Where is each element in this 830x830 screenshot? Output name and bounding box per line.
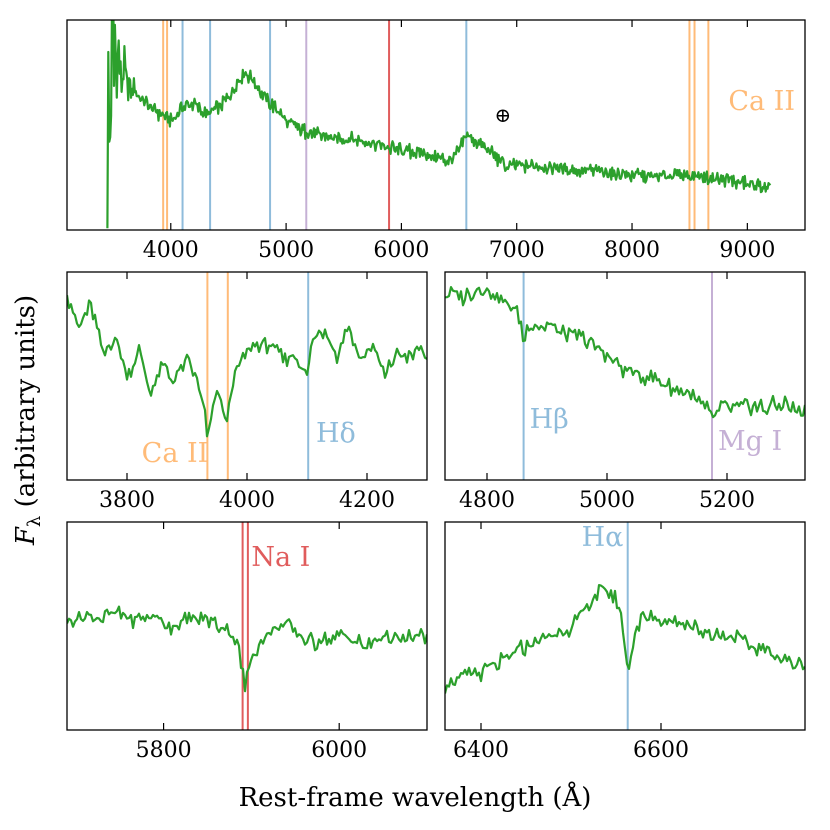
panel-content <box>67 522 427 730</box>
panel-frame <box>66 271 428 481</box>
line-label-ca-ii: Ca II <box>728 86 795 117</box>
x-tick-label: 5000 <box>258 238 314 263</box>
x-tick-label: 4800 <box>459 488 515 513</box>
x-tick-label: 8000 <box>604 238 660 263</box>
x-tick-label: 4200 <box>339 488 395 513</box>
panel-h-beta-mg-i: 4800 5000 5200 Hβ Mg I <box>444 271 806 513</box>
line-label-hα: Hα <box>582 522 624 553</box>
panel-content <box>445 522 805 730</box>
x-tick-label: 6600 <box>633 738 689 763</box>
x-tick-label: 6000 <box>373 238 429 263</box>
x-tick-label: 6000 <box>311 738 367 763</box>
spectrum-curve <box>445 286 805 419</box>
y-axis-label: Fλ (arbitrary units) <box>11 295 45 546</box>
panel-frame <box>444 521 806 731</box>
panel-ca-ii-h-delta: 3800 4000 4200 Ca II Hδ <box>66 271 428 513</box>
x-tick-label: 5000 <box>579 488 635 513</box>
line-label-mg-i: Mg I <box>718 426 782 457</box>
panel-content <box>106 20 772 230</box>
y-axis-symbol: F <box>11 526 41 546</box>
panel-frame <box>444 271 806 481</box>
telluric-symbol: ⊕ <box>494 103 511 127</box>
line-label-hβ: Hβ <box>530 404 569 435</box>
y-axis-subscript: λ <box>24 516 45 527</box>
panel-frame <box>66 521 428 731</box>
x-tick-label: 4000 <box>219 488 275 513</box>
y-axis-units: (arbitrary units) <box>11 295 41 516</box>
panels-group: 4000 5000 6000 7000 8000 9000 Ca II ⊕ 3800 4000 42… <box>66 19 806 763</box>
spectrum-curve <box>67 295 427 438</box>
spectrum-curve <box>106 20 772 229</box>
panel-frame <box>66 19 806 231</box>
panel-content <box>445 272 805 480</box>
panel-content <box>67 272 427 480</box>
x-tick-label: 5200 <box>699 488 755 513</box>
line-label-hδ: Hδ <box>316 418 356 449</box>
panel-na-i: 5800 6000 Na I <box>66 521 428 763</box>
line-label-na-i: Na I <box>251 542 310 573</box>
x-tick-label: 6400 <box>453 738 509 763</box>
panel-full-spectrum: 4000 5000 6000 7000 8000 9000 Ca II ⊕ <box>66 19 806 263</box>
x-tick-label: 4000 <box>143 238 199 263</box>
spectrum-curve <box>67 605 427 693</box>
x-tick-label: 9000 <box>719 238 775 263</box>
x-axis-label: Rest-frame wavelength (Å) <box>239 781 592 813</box>
panel-h-alpha: 6400 6600 Hα <box>444 521 806 763</box>
x-tick-label: 7000 <box>489 238 545 263</box>
x-tick-label: 5800 <box>136 738 192 763</box>
spectrum-curve <box>445 584 805 694</box>
x-tick-label: 3800 <box>99 488 155 513</box>
line-label-ca-ii: Ca II <box>142 438 209 469</box>
